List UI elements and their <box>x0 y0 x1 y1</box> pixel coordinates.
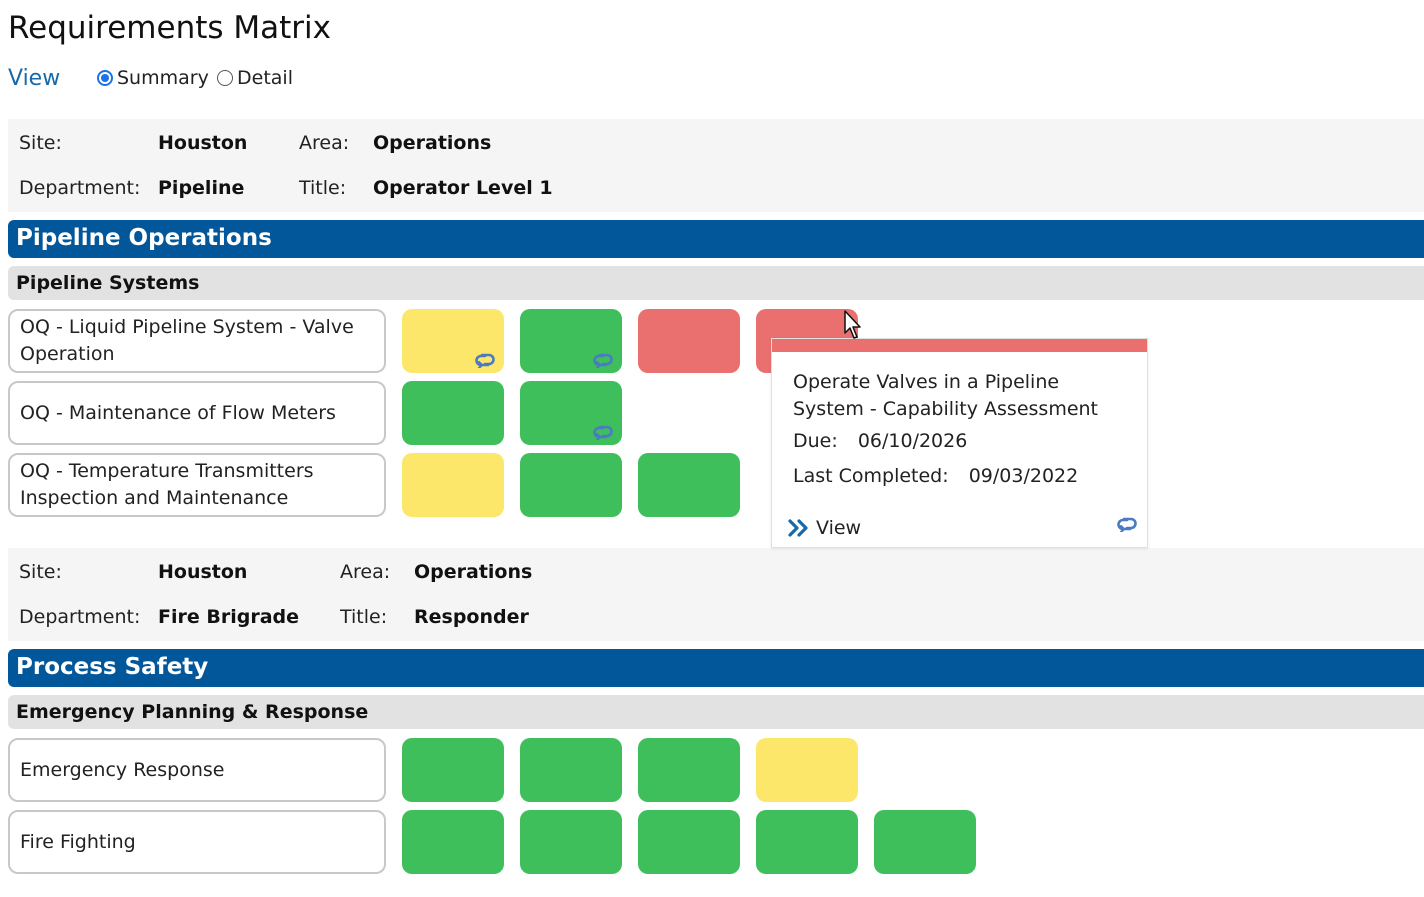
last-completed-date: 09/03/2022 <box>968 465 1079 487</box>
status-tile-green[interactable] <box>756 810 858 874</box>
requirement-name: OQ - Maintenance of Flow Meters <box>20 401 336 424</box>
recurring-icon <box>593 425 613 440</box>
radio-summary[interactable]: Summary <box>97 67 209 89</box>
page-title: Requirements Matrix <box>8 10 331 46</box>
summary-label: Summary <box>117 67 209 89</box>
area-value: Operations <box>414 561 533 583</box>
popup-view-link[interactable]: View <box>788 517 861 539</box>
detail-radio-button[interactable] <box>217 70 233 86</box>
radio-detail[interactable]: Detail <box>217 67 293 89</box>
status-tile-green[interactable] <box>520 453 622 517</box>
status-tile-green[interactable] <box>638 810 740 874</box>
due-label: Due: <box>793 430 838 452</box>
detail-label: Detail <box>237 67 293 89</box>
recurring-icon <box>593 353 613 368</box>
site-value: Houston <box>158 561 248 583</box>
popup-status-bar <box>772 339 1147 352</box>
requirement-name: OQ - Liquid Pipeline System - Valve Oper… <box>20 316 354 365</box>
requirement-name: Fire Fighting <box>20 830 136 853</box>
status-tile-red[interactable] <box>638 309 740 373</box>
department-value: Fire Brigrade <box>158 606 300 628</box>
title-label: Title: <box>340 606 388 628</box>
status-tile-green[interactable] <box>874 810 976 874</box>
area-label: Area: <box>340 561 391 583</box>
requirement-name: OQ - Temperature Transmitters Inspection… <box>20 460 314 509</box>
status-tile-yellow[interactable] <box>402 453 504 517</box>
requirement-row-label[interactable]: Fire Fighting <box>8 810 386 874</box>
status-tile-green[interactable] <box>638 738 740 802</box>
status-tile-green[interactable] <box>520 381 622 445</box>
section-header: Pipeline Operations <box>8 220 1424 258</box>
area-value: Operations <box>373 132 492 154</box>
area-label: Area: <box>299 132 350 154</box>
department-label: Department: <box>19 177 141 199</box>
status-tile-green[interactable] <box>520 309 622 373</box>
group-header: Pipeline Systems <box>8 266 1424 300</box>
requirement-name: Emergency Response <box>20 758 225 781</box>
status-tile-green[interactable] <box>402 381 504 445</box>
title-label: Title: <box>299 177 347 199</box>
title-value: Operator Level 1 <box>373 177 553 199</box>
job-info-panel-2: Site: Houston Area: Operations Departmen… <box>8 548 1424 641</box>
recurring-icon <box>475 353 495 368</box>
section-header: Process Safety <box>8 649 1424 687</box>
section-title: Pipeline Operations <box>16 225 272 251</box>
requirement-row-label[interactable]: Emergency Response <box>8 738 386 802</box>
last-completed-label: Last Completed: <box>793 465 949 487</box>
view-link-label: View <box>816 517 862 539</box>
status-tile-green[interactable] <box>520 738 622 802</box>
site-value: Houston <box>158 132 248 154</box>
job-info-panel-1: Site: Houston Area: Operations Departmen… <box>8 119 1424 212</box>
group-header: Emergency Planning & Response <box>8 695 1424 729</box>
group-title: Pipeline Systems <box>16 272 200 294</box>
status-tile-yellow[interactable] <box>756 738 858 802</box>
requirement-row-label[interactable]: OQ - Temperature Transmitters Inspection… <box>8 453 386 517</box>
status-tile-green[interactable] <box>520 810 622 874</box>
popup-last-completed-row: Last Completed: 09/03/2022 <box>793 465 1078 487</box>
site-label: Site: <box>19 561 62 583</box>
title-value: Responder <box>414 606 529 628</box>
section-title: Process Safety <box>16 654 209 680</box>
site-label: Site: <box>19 132 62 154</box>
department-value: Pipeline <box>158 177 245 199</box>
requirement-popup: Operate Valves in a Pipeline System - Ca… <box>771 338 1148 548</box>
status-tile-yellow[interactable] <box>402 309 504 373</box>
requirement-row-label[interactable]: OQ - Maintenance of Flow Meters <box>8 381 386 445</box>
status-tile-green[interactable] <box>402 810 504 874</box>
department-label: Department: <box>19 606 141 628</box>
status-tile-green[interactable] <box>638 453 740 517</box>
summary-radio-button[interactable] <box>97 70 113 86</box>
group-title: Emergency Planning & Response <box>16 701 369 723</box>
popup-due-row: Due: 06/10/2026 <box>793 430 967 452</box>
recurring-icon <box>1117 517 1137 532</box>
double-chevron-right-icon <box>788 519 808 537</box>
mouse-cursor-icon <box>844 310 861 339</box>
due-date: 06/10/2026 <box>857 430 968 452</box>
requirement-row-label[interactable]: OQ - Liquid Pipeline System - Valve Oper… <box>8 309 386 373</box>
view-label: View <box>8 66 61 91</box>
popup-requirement-name: Operate Valves in a Pipeline System - Ca… <box>793 371 1099 420</box>
status-tile-green[interactable] <box>402 738 504 802</box>
